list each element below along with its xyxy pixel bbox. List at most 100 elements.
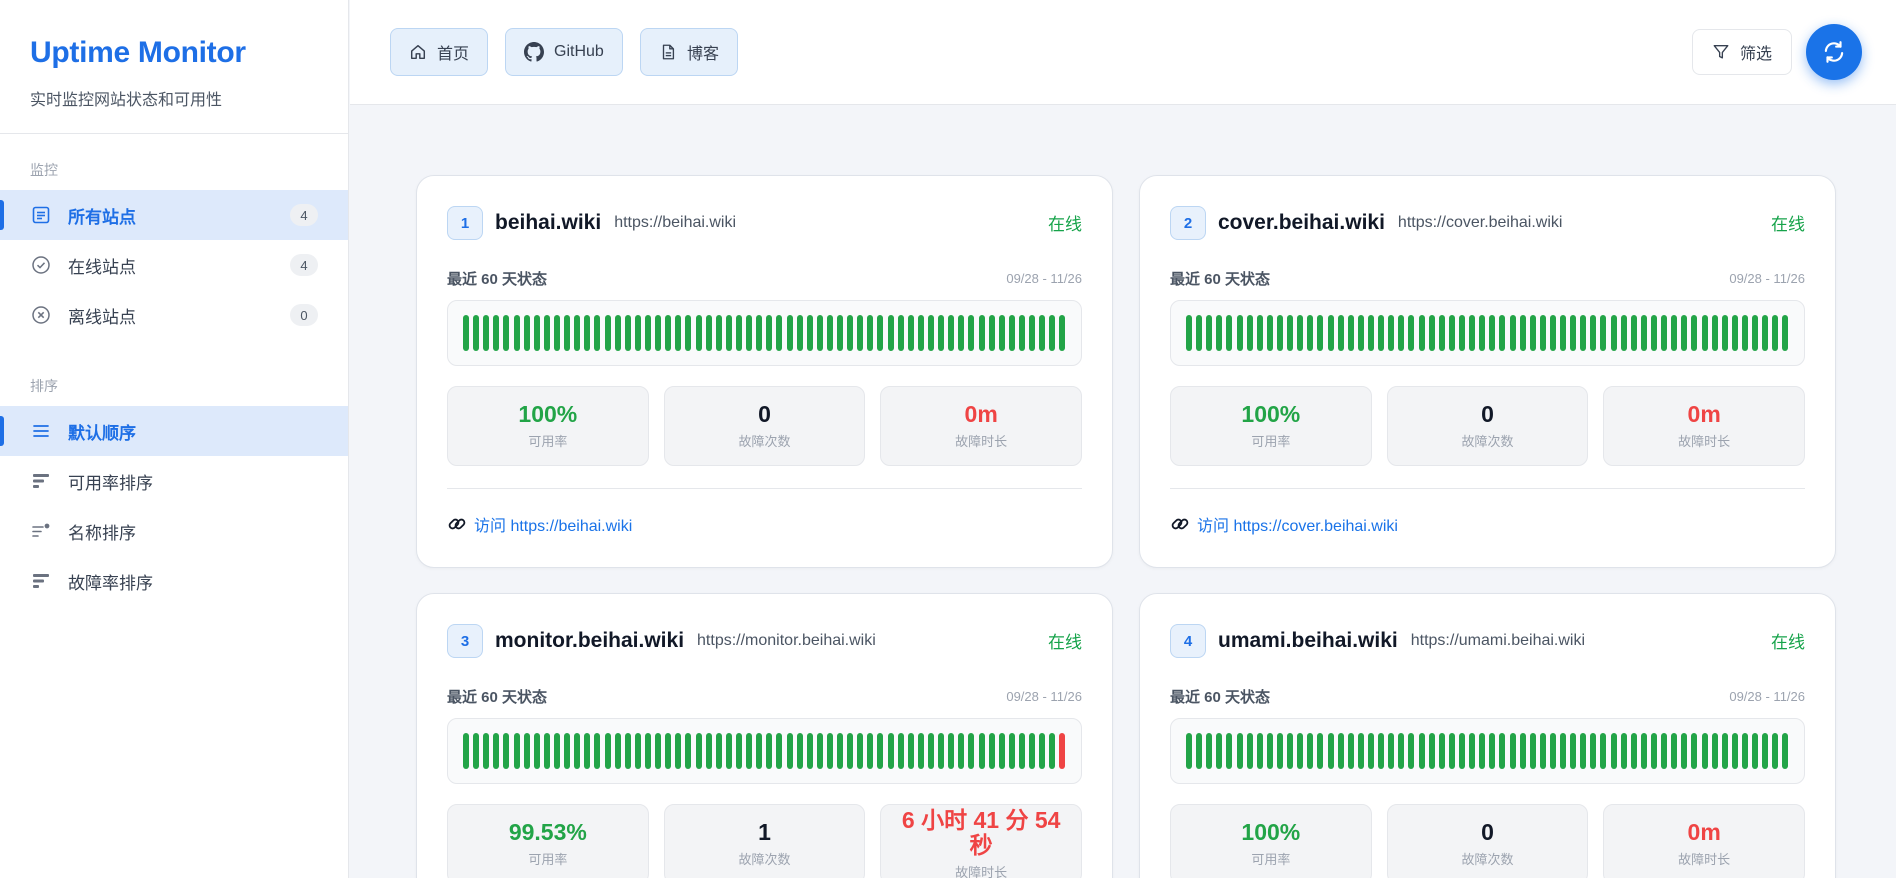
day-bar-up[interactable] bbox=[675, 315, 682, 351]
day-bar-up[interactable] bbox=[574, 733, 581, 769]
day-bar-up[interactable] bbox=[1266, 733, 1273, 769]
day-bar-up[interactable] bbox=[1337, 315, 1344, 351]
day-bar-up[interactable] bbox=[463, 733, 469, 769]
filter-button[interactable]: 筛选 bbox=[1692, 29, 1792, 75]
day-bar-up[interactable] bbox=[1216, 733, 1223, 769]
day-bar-up[interactable] bbox=[1762, 733, 1769, 769]
day-bar-up[interactable] bbox=[857, 315, 864, 351]
day-bar-up[interactable] bbox=[1570, 733, 1577, 769]
day-bar-up[interactable] bbox=[1458, 315, 1465, 351]
day-bar-up[interactable] bbox=[1297, 733, 1304, 769]
day-bar-up[interactable] bbox=[1378, 733, 1385, 769]
day-bar-up[interactable] bbox=[1752, 315, 1759, 351]
sidebar-item-sort-name[interactable]: 名称排序 bbox=[0, 506, 348, 556]
day-bar-up[interactable] bbox=[1671, 733, 1678, 769]
day-bar-up[interactable] bbox=[1428, 315, 1435, 351]
day-bar-up[interactable] bbox=[776, 733, 783, 769]
day-bar-up[interactable] bbox=[1499, 315, 1506, 351]
day-bar-up[interactable] bbox=[1327, 315, 1334, 351]
day-bar-up[interactable] bbox=[503, 733, 510, 769]
day-bar-up[interactable] bbox=[917, 733, 924, 769]
day-bar-up[interactable] bbox=[634, 733, 641, 769]
day-bar-up[interactable] bbox=[1236, 315, 1243, 351]
day-bar-up[interactable] bbox=[948, 315, 955, 351]
day-bar-up[interactable] bbox=[806, 733, 813, 769]
day-bar-up[interactable] bbox=[1186, 733, 1192, 769]
day-bar-up[interactable] bbox=[1711, 315, 1718, 351]
day-bar-up[interactable] bbox=[584, 733, 591, 769]
day-bar-up[interactable] bbox=[1347, 315, 1354, 351]
day-bar-up[interactable] bbox=[1539, 733, 1546, 769]
day-bar-up[interactable] bbox=[503, 315, 510, 351]
day-bar-up[interactable] bbox=[1509, 315, 1516, 351]
day-bar-up[interactable] bbox=[816, 733, 823, 769]
day-bar-up[interactable] bbox=[533, 733, 540, 769]
day-bar-up[interactable] bbox=[1489, 315, 1496, 351]
day-bar-up[interactable] bbox=[553, 315, 560, 351]
day-bar-up[interactable] bbox=[614, 733, 621, 769]
day-bar-up[interactable] bbox=[786, 315, 793, 351]
day-bar-up[interactable] bbox=[1256, 733, 1263, 769]
day-bar-up[interactable] bbox=[644, 315, 651, 351]
day-bar-up[interactable] bbox=[1039, 733, 1046, 769]
day-bar-up[interactable] bbox=[1691, 315, 1698, 351]
day-bar-up[interactable] bbox=[1276, 315, 1283, 351]
day-bar-up[interactable] bbox=[887, 733, 894, 769]
day-bar-up[interactable] bbox=[826, 315, 833, 351]
day-bar-up[interactable] bbox=[776, 315, 783, 351]
day-bar-up[interactable] bbox=[594, 733, 601, 769]
day-bar-down[interactable] bbox=[1059, 733, 1066, 769]
blog-button[interactable]: 博客 bbox=[640, 28, 739, 76]
day-bar-up[interactable] bbox=[1499, 733, 1506, 769]
day-bar-up[interactable] bbox=[1469, 315, 1476, 351]
day-bar-up[interactable] bbox=[1529, 315, 1536, 351]
day-bar-up[interactable] bbox=[1610, 315, 1617, 351]
day-bar-up[interactable] bbox=[887, 315, 894, 351]
day-bar-up[interactable] bbox=[1317, 733, 1324, 769]
day-bar-up[interactable] bbox=[978, 315, 985, 351]
day-bar-up[interactable] bbox=[1266, 315, 1273, 351]
day-bar-up[interactable] bbox=[463, 315, 469, 351]
day-bar-up[interactable] bbox=[1469, 733, 1476, 769]
day-bar-up[interactable] bbox=[1651, 733, 1658, 769]
day-bar-up[interactable] bbox=[1226, 315, 1233, 351]
day-bar-up[interactable] bbox=[837, 733, 844, 769]
day-bar-up[interactable] bbox=[533, 315, 540, 351]
day-bar-up[interactable] bbox=[938, 315, 945, 351]
day-bar-up[interactable] bbox=[857, 733, 864, 769]
day-bar-up[interactable] bbox=[1630, 733, 1637, 769]
day-bar-up[interactable] bbox=[897, 733, 904, 769]
day-bar-up[interactable] bbox=[523, 733, 530, 769]
day-bar-up[interactable] bbox=[958, 733, 965, 769]
day-bar-up[interactable] bbox=[1276, 733, 1283, 769]
day-bar-up[interactable] bbox=[1049, 315, 1056, 351]
day-bar-up[interactable] bbox=[1549, 315, 1556, 351]
day-bar-up[interactable] bbox=[907, 315, 914, 351]
day-bar-up[interactable] bbox=[1226, 733, 1233, 769]
day-bar-up[interactable] bbox=[493, 315, 500, 351]
day-bar-up[interactable] bbox=[1752, 733, 1759, 769]
day-bar-up[interactable] bbox=[968, 315, 975, 351]
day-bar-up[interactable] bbox=[1008, 315, 1015, 351]
day-bar-up[interactable] bbox=[725, 315, 732, 351]
day-bar-up[interactable] bbox=[1428, 733, 1435, 769]
day-bar-up[interactable] bbox=[685, 315, 692, 351]
day-bar-up[interactable] bbox=[705, 733, 712, 769]
day-bar-up[interactable] bbox=[1620, 315, 1627, 351]
day-bar-up[interactable] bbox=[998, 315, 1005, 351]
day-bar-up[interactable] bbox=[917, 315, 924, 351]
day-bar-up[interactable] bbox=[1539, 315, 1546, 351]
day-bar-up[interactable] bbox=[978, 733, 985, 769]
day-bar-up[interactable] bbox=[816, 315, 823, 351]
day-bar-up[interactable] bbox=[543, 733, 550, 769]
day-bar-up[interactable] bbox=[665, 315, 672, 351]
day-bar-up[interactable] bbox=[1479, 315, 1486, 351]
day-bar-up[interactable] bbox=[847, 733, 854, 769]
day-bar-up[interactable] bbox=[847, 315, 854, 351]
day-bar-up[interactable] bbox=[746, 733, 753, 769]
day-bar-up[interactable] bbox=[1580, 733, 1587, 769]
day-bar-up[interactable] bbox=[1661, 733, 1668, 769]
day-bar-up[interactable] bbox=[705, 315, 712, 351]
day-bar-up[interactable] bbox=[1479, 733, 1486, 769]
day-bar-up[interactable] bbox=[1711, 733, 1718, 769]
